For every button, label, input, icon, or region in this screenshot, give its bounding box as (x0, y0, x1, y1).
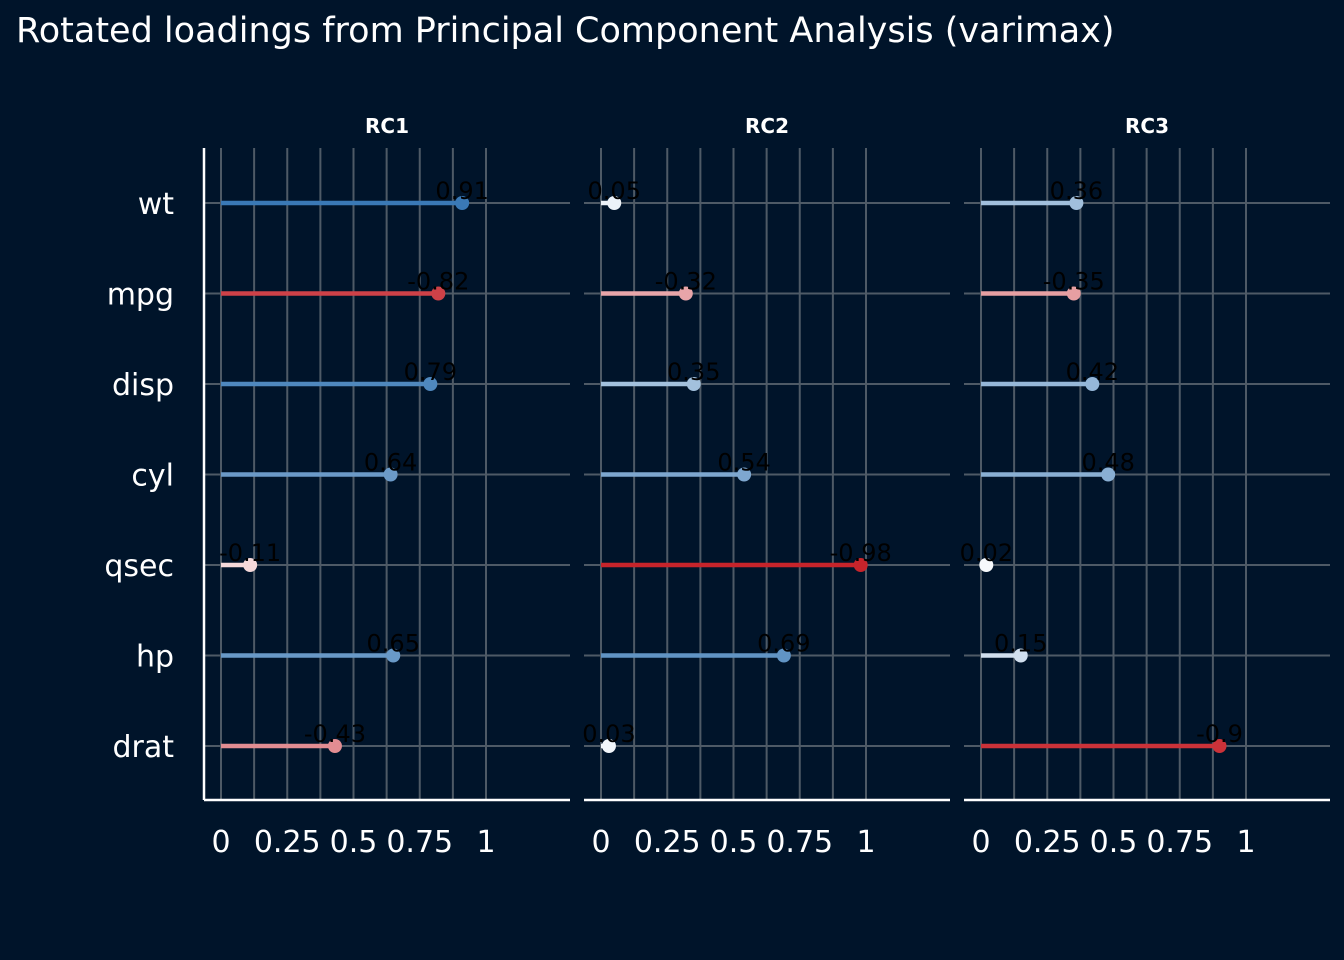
data-label-cyl: 0.54 (717, 449, 770, 477)
y-tick-label-wt: wt (138, 187, 175, 222)
data-label-qsec: 0.02 (960, 539, 1013, 567)
point-wt (1069, 196, 1084, 210)
point-hp (776, 648, 791, 663)
data-label-disp: 0.42 (1066, 358, 1119, 386)
data-label-drat: 0.03 (582, 720, 635, 748)
x-tick-label: 0.75 (766, 825, 833, 860)
data-label-hp: 0.69 (757, 630, 810, 658)
y-tick-label-drat: drat (112, 730, 174, 765)
data-label-wt: 0.36 (1050, 177, 1103, 205)
point-drat (601, 739, 616, 753)
data-label-disp: 0.35 (667, 358, 720, 386)
point-cyl (737, 467, 752, 482)
y-tick-label-mpg: mpg (107, 278, 174, 313)
point-disp (686, 377, 701, 391)
x-tick-label: 1 (476, 825, 495, 860)
chart-title: Rotated loadings from Principal Componen… (16, 11, 1115, 51)
point-hp (386, 648, 401, 663)
point-mpg (1066, 286, 1081, 301)
x-tick-label: 0.75 (1146, 825, 1213, 860)
data-label-cyl: 0.48 (1081, 449, 1134, 477)
data-label-hp: 0.15 (994, 630, 1047, 658)
point-cyl (1101, 467, 1116, 482)
point-disp (423, 377, 438, 391)
panel-rc3: RC3 0 0.25 0.5 0.75 1 0.36 -0.35 0.42 0.48 0.02 0.1… (960, 114, 1330, 860)
panel-rc1: RC1 0 0.25 0.5 0.75 1 0.91 -0.82 0.79 0.64 -0.11 0.… (202, 114, 570, 860)
point-cyl (383, 467, 398, 482)
data-label-drat: -0.9 (1196, 720, 1243, 748)
point-mpg (678, 286, 693, 301)
x-tick-label: 0.25 (254, 825, 321, 860)
x-tick-label: 0.75 (386, 825, 453, 860)
x-tick-label: 1 (1236, 825, 1255, 860)
x-tick-label: 0.25 (634, 825, 701, 860)
data-label-qsec: -0.11 (219, 539, 281, 567)
data-label-mpg: -0.35 (1043, 268, 1105, 296)
panel-title: RC3 (1125, 114, 1169, 138)
x-tick-label: 0 (591, 825, 610, 860)
point-hp (1013, 648, 1028, 663)
point-wt (455, 196, 470, 210)
x-tick-label: 0 (971, 825, 990, 860)
point-disp (1085, 377, 1100, 391)
panel-title: RC1 (365, 114, 409, 138)
data-label-wt: 0.05 (588, 177, 641, 205)
point-qsec (853, 558, 868, 572)
point-drat (327, 739, 342, 753)
y-tick-label-cyl: cyl (131, 459, 174, 494)
y-tick-label-hp: hp (136, 640, 174, 675)
x-tick-label: 0.5 (710, 825, 758, 860)
data-label-wt: 0.91 (435, 177, 488, 205)
y-tick-label-qsec: qsec (104, 549, 174, 584)
point-wt (607, 196, 622, 210)
data-label-mpg: -0.82 (407, 268, 469, 296)
panel-rc2: RC2 0 0.25 0.5 0.75 1 0.05 -0.32 0.35 0.54 -0.98 0.… (582, 114, 950, 860)
y-tick-label-disp: disp (112, 368, 174, 403)
data-label-mpg: -0.32 (655, 268, 717, 296)
panel-title: RC2 (745, 114, 789, 138)
data-label-disp: 0.79 (404, 358, 457, 386)
x-tick-label: 0.5 (1090, 825, 1138, 860)
point-qsec (243, 558, 258, 572)
point-mpg (431, 286, 446, 301)
point-drat (1212, 739, 1227, 753)
x-tick-label: 0.5 (330, 825, 378, 860)
x-tick-label: 0.25 (1014, 825, 1081, 860)
data-label-qsec: -0.98 (830, 539, 892, 567)
x-tick-label: 1 (856, 825, 875, 860)
data-label-drat: -0.43 (304, 720, 366, 748)
x-tick-label: 0 (211, 825, 230, 860)
data-label-hp: 0.65 (367, 630, 420, 658)
data-label-cyl: 0.64 (364, 449, 417, 477)
point-qsec (979, 558, 994, 572)
